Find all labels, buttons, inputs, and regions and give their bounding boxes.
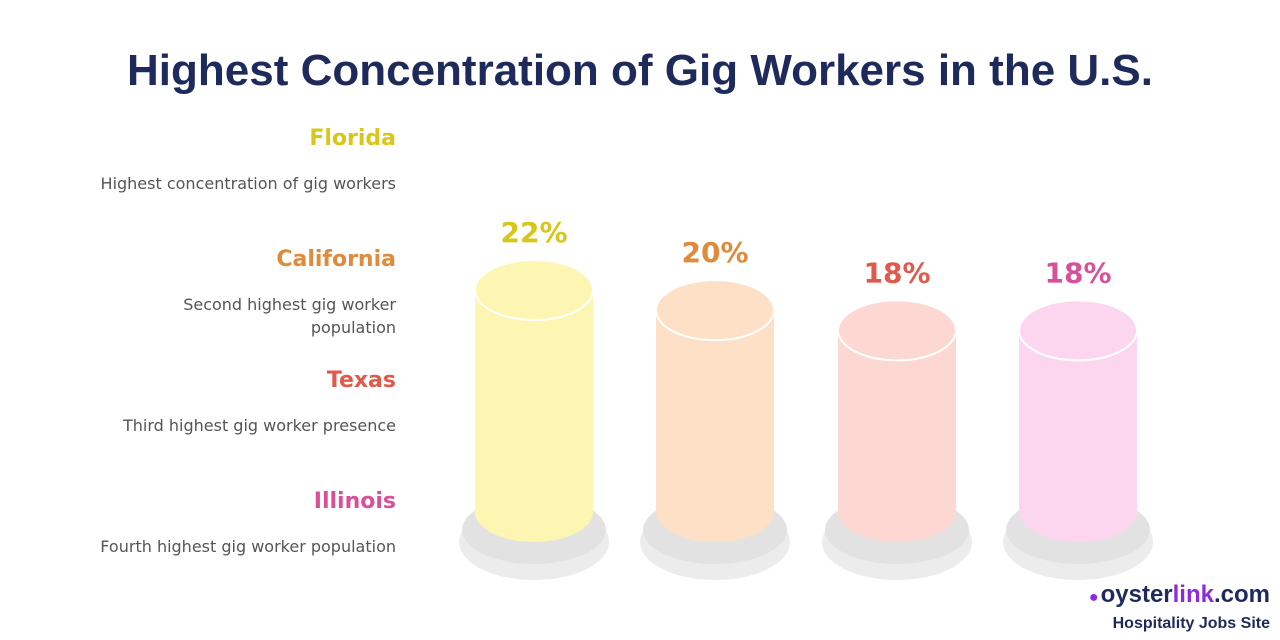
legend-description: Highest concentration of gig workers bbox=[100, 174, 396, 193]
logo-subtitle: Hospitality Jobs Site bbox=[1112, 615, 1270, 632]
legend-item-florida: Florida Highest concentration of gig wor… bbox=[100, 126, 396, 195]
bar-body bbox=[656, 310, 774, 512]
logo-wordmark: ●oysterlink.com bbox=[1088, 581, 1270, 608]
bar-california bbox=[640, 279, 790, 580]
bar-top bbox=[474, 259, 594, 321]
bar-body bbox=[475, 290, 593, 512]
legend-name: Florida bbox=[309, 126, 396, 151]
bar-texas bbox=[822, 299, 972, 580]
data-label: 18% bbox=[863, 256, 930, 289]
bar-bottom bbox=[475, 482, 593, 542]
bar-top bbox=[837, 299, 957, 362]
bar-bottom bbox=[1019, 482, 1137, 542]
legend-item-texas: Texas Third highest gig worker presence bbox=[100, 368, 396, 437]
bar-bottom bbox=[656, 482, 774, 542]
bar-bottom bbox=[838, 482, 956, 542]
chart-title: Highest Concentration of Gig Workers in … bbox=[127, 46, 1153, 95]
data-label: 18% bbox=[1044, 256, 1111, 289]
legend-item-illinois: Illinois Fourth highest gig worker popul… bbox=[100, 489, 396, 558]
legend-name: California bbox=[276, 247, 396, 272]
legend-name: Texas bbox=[326, 368, 396, 393]
bar-illinois bbox=[1003, 299, 1153, 580]
brand-logo[interactable]: ●oysterlink.com Hospitality Jobs Site bbox=[1089, 580, 1270, 635]
legend-item-california: California Second highest gig worker pop… bbox=[100, 247, 396, 339]
bar-top bbox=[1018, 299, 1138, 362]
bar-florida bbox=[459, 259, 609, 580]
legend-description: Third highest gig worker presence bbox=[122, 416, 396, 435]
legend-name: Illinois bbox=[313, 489, 396, 514]
data-label: 22% bbox=[500, 216, 567, 249]
legend-description: Second highest gig worker population bbox=[183, 295, 396, 337]
logo-icon: ● bbox=[1088, 589, 1099, 606]
data-label: 20% bbox=[681, 236, 748, 269]
legend-description: Fourth highest gig worker population bbox=[100, 537, 396, 556]
bar-top bbox=[655, 279, 775, 342]
